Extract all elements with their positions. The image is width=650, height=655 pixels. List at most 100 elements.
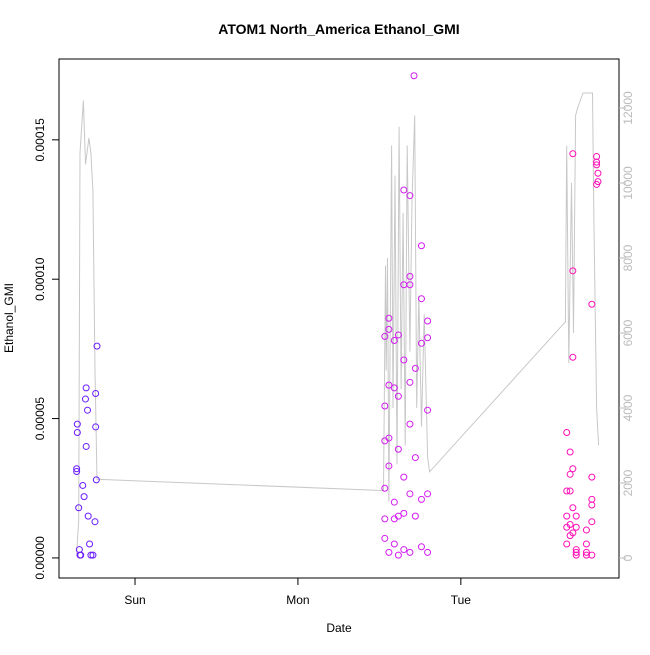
point [594,169,602,177]
x-axis-label: Date [326,621,352,635]
point [86,540,94,548]
point [582,540,590,548]
point [566,448,574,456]
point [381,402,389,410]
point [424,317,432,325]
point [394,331,402,339]
point [400,473,408,481]
y2-tick-label: 2000 [621,469,635,496]
point [572,546,580,554]
point [87,551,95,559]
point [84,406,92,414]
point [411,454,419,462]
point [385,314,393,322]
point [417,295,425,303]
point [588,551,596,559]
point [406,281,414,289]
point [400,356,408,364]
point [588,518,596,526]
point [424,334,432,342]
point [92,423,100,431]
point [385,434,393,442]
point [569,267,577,275]
point [563,512,571,520]
y2-tick-label: 10000 [621,166,635,200]
point [381,534,389,542]
point [563,429,571,437]
plot-frame [58,58,620,579]
point [390,498,398,506]
point [385,462,393,470]
point [93,342,101,350]
y2-tick-label: 6000 [621,319,635,346]
point [73,429,81,437]
point [572,523,580,531]
point [582,551,590,559]
point [81,395,89,403]
point [82,384,90,392]
y-tick-label: 0.00005 [33,397,47,441]
point [400,186,408,194]
point [424,548,432,556]
point [79,481,87,489]
point [594,178,602,186]
point [73,465,81,473]
point [73,420,81,428]
point [566,470,574,478]
point [588,473,596,481]
line-series [76,92,600,555]
point [381,332,389,340]
point [563,540,571,548]
x-tick-label: Tue [451,593,472,607]
point [385,381,393,389]
point [91,518,99,526]
point [92,389,100,397]
point [569,529,577,537]
x-tick-label: Sun [124,593,145,607]
point [593,161,601,169]
point [588,501,596,509]
point [406,420,414,428]
point [406,272,414,280]
point [394,445,402,453]
x-tick-label: Mon [286,593,309,607]
point [406,490,414,498]
point [400,546,408,554]
point [417,543,425,551]
point [400,509,408,517]
point [572,512,580,520]
point [424,406,432,414]
y2-tick-label: 0 [621,554,635,561]
y-tick-label: 0.00015 [33,118,47,162]
point [411,512,419,520]
point [593,158,601,166]
chart-title: ATOM1 North_America Ethanol_GMI [218,21,459,37]
point [582,548,590,556]
point [394,392,402,400]
y2-tick-label: 12000 [621,91,635,125]
point [424,490,432,498]
point [77,551,85,559]
point [588,300,596,308]
point [406,378,414,386]
point [406,548,414,556]
point [92,476,100,484]
point [566,520,574,528]
point [381,484,389,492]
point [566,487,574,495]
point [410,72,418,80]
point [390,540,398,548]
point [569,504,577,512]
point [582,526,590,534]
point [89,551,97,559]
point [417,339,425,347]
y-tick-label: 0.00000 [33,536,47,580]
point [82,442,90,450]
point [417,242,425,250]
point [411,364,419,372]
point [394,551,402,559]
point [394,512,402,520]
point [569,465,577,473]
point [381,515,389,523]
